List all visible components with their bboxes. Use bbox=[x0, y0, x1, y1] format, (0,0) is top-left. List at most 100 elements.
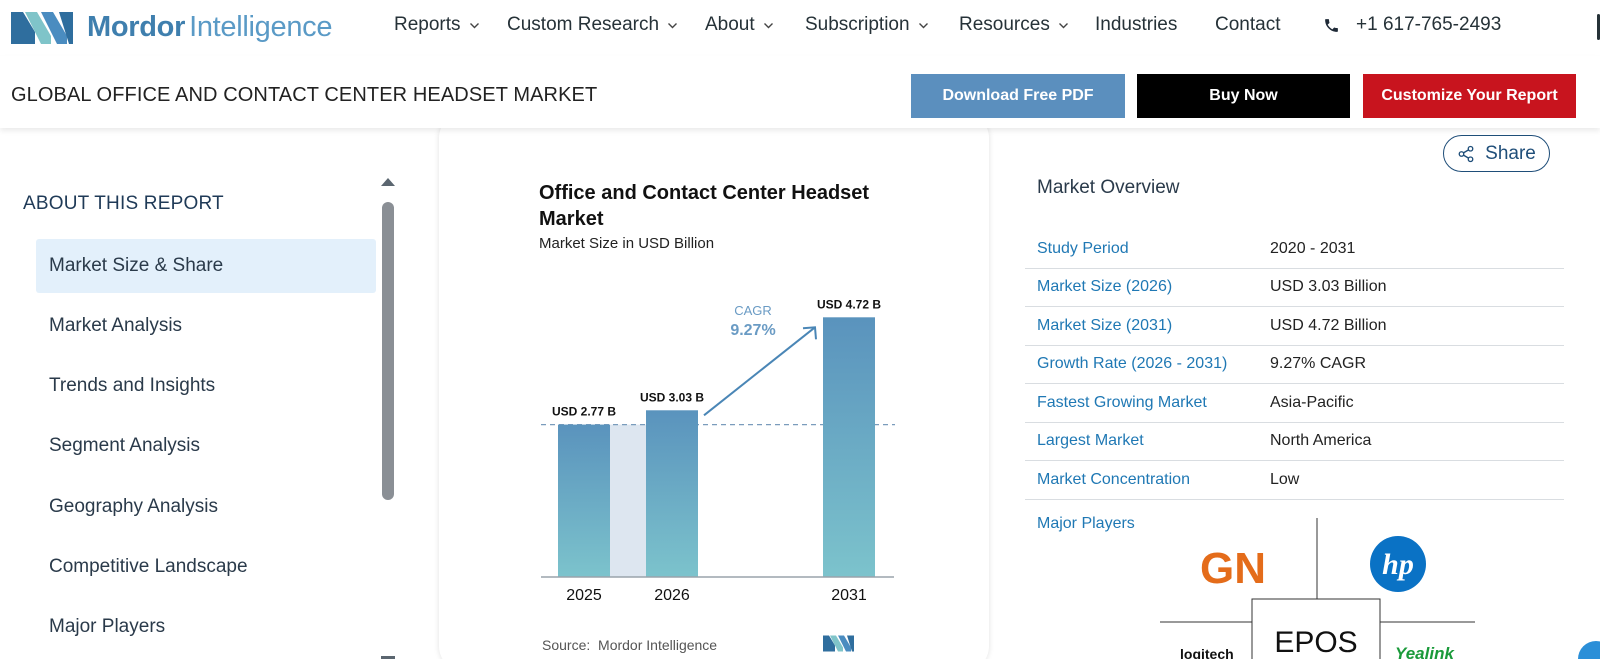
chart-source-name: Mordor Intelligence bbox=[598, 637, 718, 653]
share-icon bbox=[1458, 145, 1474, 162]
overview-row: Growth Rate (2026 - 2031) 9.27% CAGR bbox=[1025, 346, 1564, 384]
bar-2031 bbox=[823, 317, 875, 577]
chart-source: Source: Mordor Intelligence bbox=[542, 637, 717, 653]
overview-key[interactable]: Growth Rate (2026 - 2031) bbox=[1037, 355, 1228, 373]
nav-contact-label: Contact bbox=[1215, 14, 1281, 35]
brand-logo[interactable]: Mordor Intelligence bbox=[11, 10, 333, 44]
overview-value: Low bbox=[1270, 470, 1300, 488]
nav-reports-label: Reports bbox=[394, 14, 461, 35]
sidebar-item-trends-insights[interactable]: Trends and Insights bbox=[36, 359, 376, 413]
overview-row: Market Size (2031) USD 4.72 Billion bbox=[1025, 307, 1564, 346]
overview-key[interactable]: Market Size (2031) bbox=[1037, 316, 1173, 334]
overview-value: USD 4.72 Billion bbox=[1270, 316, 1387, 334]
nav-about[interactable]: About bbox=[705, 14, 774, 36]
sidebar-item-label: Market Analysis bbox=[49, 315, 183, 336]
nav-edge-stub bbox=[1597, 14, 1600, 40]
x-tick-2025: 2025 bbox=[566, 587, 602, 604]
overview-value: Asia-Pacific bbox=[1270, 393, 1354, 411]
chevron-down-icon bbox=[918, 22, 928, 28]
sidebar-item-label: Geography Analysis bbox=[49, 496, 218, 517]
download-free-pdf-button[interactable]: Download Free PDF bbox=[911, 74, 1125, 118]
report-sidebar: ABOUT THIS REPORT Market Size & Share Ma… bbox=[0, 128, 400, 659]
chevron-down-icon bbox=[763, 22, 773, 28]
scroll-down-arrow-icon[interactable] bbox=[381, 656, 395, 659]
data-label-2025: USD 2.77 B bbox=[552, 405, 616, 419]
nav-reports[interactable]: Reports bbox=[394, 14, 480, 36]
overview-key[interactable]: Study Period bbox=[1037, 239, 1129, 257]
overview-key[interactable]: Largest Market bbox=[1037, 432, 1144, 450]
chart-title: Office and Contact Center Headset Market bbox=[539, 182, 870, 230]
cagr-arrow-line bbox=[703, 326, 816, 417]
market-overview-title: Market Overview bbox=[1037, 177, 1180, 198]
market-size-chart-card: USD 2.77 B 2025 USD 3.03 B 2026 USD 4.72 B 20… bbox=[439, 112, 989, 659]
sidebar-heading: ABOUT THIS REPORT bbox=[23, 193, 224, 214]
sidebar-item-label: Market Size & Share bbox=[49, 255, 224, 276]
overview-value: North America bbox=[1270, 432, 1372, 450]
nav-resources[interactable]: Resources bbox=[959, 14, 1069, 36]
nav-subscription[interactable]: Subscription bbox=[805, 14, 929, 36]
sidebar-item-segment-analysis[interactable]: Segment Analysis bbox=[36, 419, 376, 473]
x-tick-2026: 2026 bbox=[654, 587, 690, 604]
sidebar-item-market-analysis[interactable]: Market Analysis bbox=[36, 299, 376, 353]
chevron-down-icon bbox=[1058, 22, 1068, 28]
cagr-value: 9.27% bbox=[730, 322, 775, 339]
report-title-bar: GLOBAL OFFICE AND CONTACT CENTER HEADSET… bbox=[0, 56, 1600, 128]
nav-resources-label: Resources bbox=[959, 14, 1050, 35]
bar-2026 bbox=[646, 410, 698, 577]
share-button[interactable]: Share bbox=[1443, 135, 1550, 172]
customize-report-button[interactable]: Customize Your Report bbox=[1363, 74, 1576, 118]
hp-logo: hp bbox=[1382, 548, 1414, 581]
nav-custom-research-label: Custom Research bbox=[507, 14, 660, 35]
major-players-label[interactable]: Major Players bbox=[1037, 515, 1135, 532]
overview-row: Study Period 2020 - 2031 bbox=[1025, 230, 1564, 269]
market-size-chart: USD 2.77 B 2025 USD 3.03 B 2026 USD 4.72 B 20… bbox=[541, 297, 895, 604]
scroll-up-arrow-icon[interactable] bbox=[381, 178, 395, 186]
mordor-mini-logo-icon bbox=[823, 635, 854, 652]
nav-custom-research[interactable]: Custom Research bbox=[507, 14, 678, 36]
overview-key[interactable]: Market Size (2026) bbox=[1037, 278, 1173, 296]
overview-value: USD 3.03 Billion bbox=[1270, 278, 1387, 296]
overview-row: Market Size (2026) USD 3.03 Billion bbox=[1025, 269, 1564, 307]
nav-contact[interactable]: Contact bbox=[1215, 14, 1280, 36]
share-label: Share bbox=[1485, 142, 1536, 164]
data-label-2026: USD 3.03 B bbox=[640, 390, 704, 404]
brand-name: Mordor Intelligence bbox=[87, 10, 333, 44]
nav-industries[interactable]: Industries bbox=[1095, 14, 1177, 36]
sidebar-scrollbar-thumb[interactable] bbox=[382, 202, 394, 500]
overview-key[interactable]: Fastest Growing Market bbox=[1037, 393, 1207, 411]
overview-value: 2020 - 2031 bbox=[1270, 239, 1356, 257]
sidebar-item-competitive-landscape[interactable]: Competitive Landscape bbox=[36, 540, 376, 594]
players-center-box bbox=[1251, 598, 1381, 659]
cagr-label: CAGR bbox=[734, 303, 772, 318]
buy-now-button[interactable]: Buy Now bbox=[1137, 74, 1350, 118]
mordor-logo-icon bbox=[11, 12, 73, 44]
overview-key[interactable]: Market Concentration bbox=[1037, 470, 1190, 488]
phone-icon bbox=[1325, 18, 1338, 32]
brand-name-part2: Intelligence bbox=[189, 10, 333, 43]
chart-subtitle: Market Size in USD Billion bbox=[539, 235, 715, 252]
chevron-down-icon bbox=[668, 22, 678, 28]
phone-number: +1 617-765-2493 bbox=[1356, 14, 1502, 35]
sidebar-item-geography-analysis[interactable]: Geography Analysis bbox=[36, 480, 376, 534]
sidebar-item-market-size-share[interactable]: Market Size & Share bbox=[36, 239, 376, 293]
chart-source-label: Source: bbox=[542, 637, 591, 653]
brand-name-part1: Mordor bbox=[87, 10, 186, 43]
chat-widget-button[interactable] bbox=[1578, 641, 1600, 659]
sidebar-item-major-players[interactable]: Major Players bbox=[36, 600, 376, 654]
bar-2025 bbox=[558, 424, 610, 577]
overview-row: Fastest Growing Market Asia-Pacific bbox=[1025, 384, 1564, 423]
overview-row: Market Concentration Low bbox=[1025, 461, 1564, 500]
major-players-logos: GN hp EPOS logitech Yealink bbox=[1160, 518, 1475, 659]
nav-subscription-label: Subscription bbox=[805, 14, 910, 35]
epos-logo: EPOS bbox=[1274, 626, 1357, 659]
overview-value: 9.27% CAGR bbox=[1270, 355, 1367, 373]
nav-phone[interactable]: +1 617-765-2493 bbox=[1323, 14, 1501, 36]
chevron-down-icon bbox=[469, 22, 479, 28]
sidebar-item-label: Major Players bbox=[49, 616, 166, 637]
sidebar-item-label: Trends and Insights bbox=[49, 375, 216, 396]
gn-logo: GN bbox=[1200, 544, 1266, 593]
page-title: GLOBAL OFFICE AND CONTACT CENTER HEADSET… bbox=[11, 84, 598, 106]
x-tick-2031: 2031 bbox=[831, 587, 867, 604]
hp-logo-icon bbox=[1370, 536, 1426, 592]
yealink-logo: Yealink bbox=[1395, 644, 1455, 659]
